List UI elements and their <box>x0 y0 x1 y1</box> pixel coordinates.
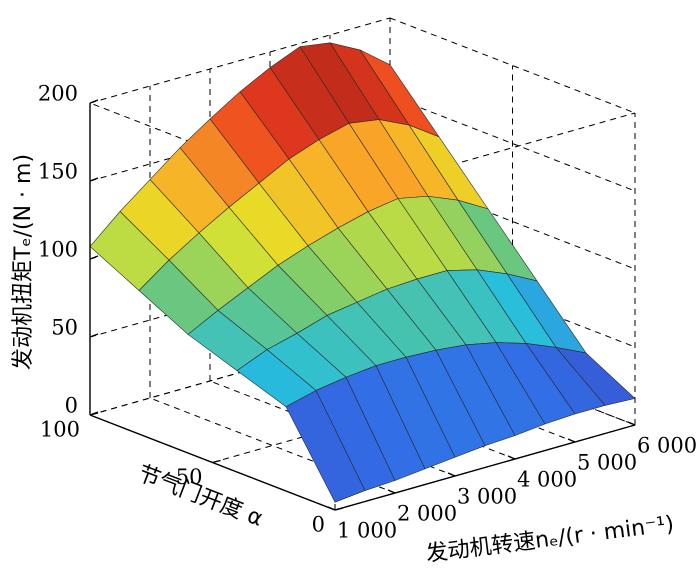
surface <box>89 42 636 503</box>
x-tick <box>387 489 396 494</box>
z-axis-label: 发动机扭矩Tₑ/(N · m) <box>11 154 36 370</box>
x-axis-label: 发动机转速nₑ/(r · min⁻¹) <box>425 512 676 567</box>
y-tick <box>334 507 344 511</box>
x-tick-label: 1 000 <box>337 519 397 543</box>
surface-patch <box>285 390 366 503</box>
x-axis <box>334 424 636 511</box>
z-tick-label: 150 <box>38 160 78 184</box>
z-tick-label: 50 <box>51 316 78 340</box>
y-tick-label: 0 <box>312 513 325 537</box>
x-tick-label: 3 000 <box>457 485 517 509</box>
box-edge <box>334 112 636 199</box>
x-tick-label: 5 000 <box>577 451 637 475</box>
z-tick-label: 0 <box>65 394 78 418</box>
x-tick <box>507 455 516 460</box>
x-tick <box>567 438 576 443</box>
y-tick-label: 100 <box>40 418 80 442</box>
x-tick-label: 4 000 <box>517 468 577 492</box>
z-tick-label: 200 <box>38 82 78 106</box>
y-tick <box>212 459 221 464</box>
grid-line <box>89 17 391 104</box>
z-tick <box>89 99 99 104</box>
z-tick <box>89 255 99 260</box>
x-tick-label: 6 000 <box>637 434 697 458</box>
y-tick <box>89 412 99 416</box>
x-tick-label: 2 000 <box>397 502 457 526</box>
z-tick <box>89 333 99 338</box>
z-tick <box>89 177 99 182</box>
x-tick <box>627 421 636 426</box>
x-tick <box>327 506 336 511</box>
z-tick-label: 100 <box>38 238 78 262</box>
x-tick <box>447 472 456 477</box>
y-tick-label: 50 <box>176 465 203 489</box>
